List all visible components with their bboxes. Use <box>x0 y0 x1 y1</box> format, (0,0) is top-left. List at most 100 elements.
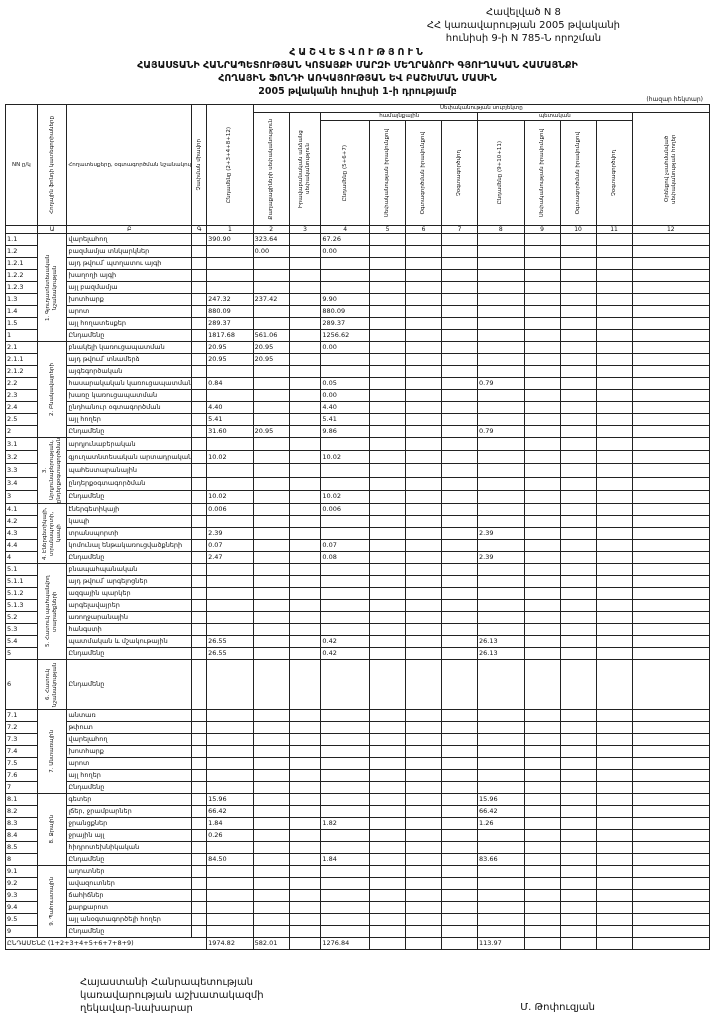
value-cell <box>477 781 525 795</box>
value-cell <box>477 623 525 637</box>
value-cell <box>288 489 322 505</box>
value-cell <box>595 829 633 843</box>
value-cell <box>441 733 478 747</box>
value-cell <box>405 353 443 366</box>
value-cell <box>595 563 633 577</box>
value-cell <box>252 305 290 318</box>
column-number: 6 <box>405 225 443 234</box>
table-row: 7.5 արոտ <box>5 757 711 771</box>
value-cell <box>288 413 322 426</box>
table-row: 2.1.1 այդ թվում՝ տնամերձ 20.95 20.95 <box>5 353 711 366</box>
value-cell <box>252 889 290 903</box>
value-cell <box>252 901 290 915</box>
row-number: 2.1.2 <box>5 365 38 378</box>
column-header: Չօգտագործվող <box>595 120 633 226</box>
value-cell <box>288 709 322 723</box>
value-cell <box>405 365 443 378</box>
value-cell: 10.02 <box>320 489 371 505</box>
value-cell <box>595 647 633 661</box>
value-cell <box>369 781 407 795</box>
row-name: ընդհանուր օգտագործման <box>66 401 193 414</box>
column-number: Բ <box>66 225 193 234</box>
table-row: 2.1 2. Բնակավայրերի բնակելի կառուցապատման 2… <box>5 341 711 438</box>
value-cell <box>369 503 407 517</box>
unit-cell <box>191 353 208 366</box>
value-cell <box>369 587 407 601</box>
unit-cell <box>191 563 208 577</box>
value-cell <box>320 575 371 589</box>
value-cell <box>405 515 443 529</box>
row-name: գյուղատնտեսական արտադրական <box>66 450 193 465</box>
unit-cell <box>191 853 208 867</box>
unit-cell <box>191 817 208 831</box>
value-cell <box>477 865 525 879</box>
value-cell: 9.86 <box>320 425 371 438</box>
value-cell <box>559 721 597 735</box>
column-number: 8 <box>477 225 525 234</box>
value-cell <box>441 853 478 867</box>
row-name: գետեր <box>66 793 193 807</box>
value-cell <box>559 353 597 366</box>
column-heading: Սեփականության իրավունքով <box>384 128 391 218</box>
value-cell <box>369 721 407 735</box>
value-cell <box>559 425 597 438</box>
value-cell <box>369 353 407 366</box>
value-cell <box>523 781 561 795</box>
value-cell <box>288 233 322 246</box>
value-cell <box>523 611 561 625</box>
value-cell <box>252 587 290 601</box>
value-cell <box>559 709 597 723</box>
title-line: ՀԱՅԱՍՏԱՆԻ ՀԱՆՐԱՊԵՏՈՒԹՅԱՆ ԿՈՏԱՅՔԻ ՄԱՐԶԻ Մ… <box>137 60 578 71</box>
value-cell <box>206 599 254 613</box>
value-cell: 0.26 <box>206 829 254 843</box>
unit-cell <box>191 489 208 505</box>
value-cell <box>631 721 711 735</box>
value-cell <box>405 635 443 649</box>
value-cell: 4.40 <box>206 401 254 414</box>
table-row: 9 Ընդամենը <box>5 925 711 939</box>
value-cell <box>595 623 633 637</box>
value-cell <box>405 937 443 951</box>
value-cell: 0.07 <box>320 539 371 553</box>
unit-cell <box>191 377 208 390</box>
table-row: 2.4 ընդհանուր օգտագործման 4.40 4.40 <box>5 401 711 414</box>
value-cell <box>631 563 711 577</box>
row-number: 5.1.3 <box>5 599 38 613</box>
row-number: 1.1 <box>5 233 38 246</box>
column-number: 3 <box>288 225 322 234</box>
unit-cell <box>191 841 208 855</box>
value-cell <box>206 245 254 258</box>
value-cell <box>441 913 478 927</box>
value-cell <box>595 925 633 939</box>
unit-cell <box>191 901 208 915</box>
value-cell <box>523 341 561 354</box>
value-cell <box>288 793 322 807</box>
row-name: անտառ <box>66 709 193 723</box>
value-cell <box>405 769 443 783</box>
row-number: 4 <box>5 551 38 565</box>
owner-heading: Սեփականության սուբյեկտը <box>252 104 711 113</box>
value-cell <box>477 329 525 342</box>
value-cell <box>477 757 525 771</box>
value-cell <box>369 245 407 258</box>
value-cell <box>523 401 561 414</box>
row-number: 7.2 <box>5 721 38 735</box>
value-cell <box>369 563 407 577</box>
column-number: 7 <box>441 225 478 234</box>
table-row: 4.1 4. Էներգետիկայի, տրանսպորտի, կապի էներ… <box>5 503 711 565</box>
row-number: 3.3 <box>5 463 38 478</box>
row-number: 7.6 <box>5 769 38 783</box>
value-cell: 10.02 <box>320 450 371 465</box>
value-cell <box>369 450 407 465</box>
value-cell <box>477 563 525 577</box>
value-cell <box>559 551 597 565</box>
value-cell <box>631 889 711 903</box>
row-name: ճահիճներ <box>66 889 193 903</box>
value-cell <box>477 293 525 306</box>
value-cell <box>477 503 525 517</box>
unit-cell <box>191 721 208 735</box>
value-cell <box>441 489 478 505</box>
value-cell <box>369 925 407 939</box>
value-cell <box>523 709 561 723</box>
value-cell <box>405 257 443 270</box>
